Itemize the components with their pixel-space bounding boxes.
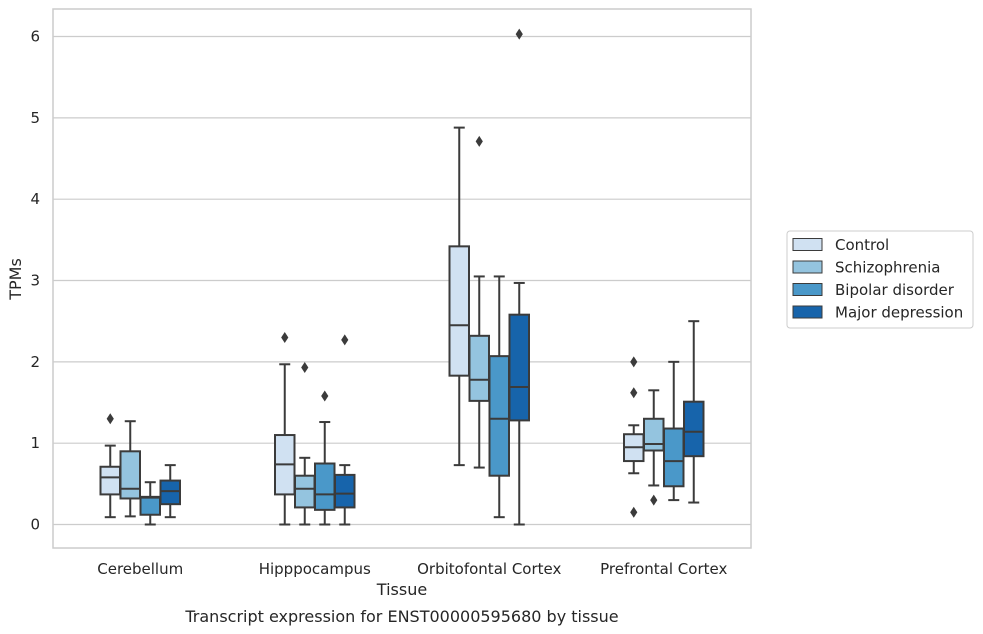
legend-frame (786, 230, 974, 329)
box-element (663, 360, 685, 502)
y-tick-label: 5 (30, 109, 40, 127)
box-element (139, 481, 161, 526)
legend: Control Schizophrenia Bipolar disorder Majo… (786, 230, 974, 329)
outlier-point (341, 334, 349, 346)
outlier-point (106, 413, 114, 425)
box-element (159, 464, 181, 519)
plot-area (52, 8, 752, 549)
legend-label: Major depression (835, 304, 963, 322)
y-tick-label: 2 (30, 353, 40, 371)
box-element (508, 28, 530, 526)
box-element (623, 356, 645, 518)
chart-caption: Transcript expression for ENST0000059568… (184, 607, 618, 626)
outlier-point (630, 506, 638, 518)
box-element (334, 334, 356, 526)
box-iqr (314, 462, 336, 511)
box-iqr (99, 465, 121, 496)
box-element (488, 275, 510, 519)
y-axis-title: TPMs (6, 258, 25, 301)
box-element (274, 331, 296, 526)
y-tick-label: 3 (30, 272, 40, 290)
x-tick-label: Cerebellum (97, 560, 183, 578)
box-element (99, 413, 121, 519)
outlier-point (301, 362, 309, 374)
box-iqr (508, 313, 530, 422)
legend-label: Schizophrenia (835, 259, 940, 277)
box-element (119, 420, 141, 518)
box-iqr (488, 355, 510, 477)
outlier-point (321, 390, 329, 402)
legend-swatch (792, 283, 823, 296)
box-element (314, 390, 336, 526)
x-tick-label: Prefrontal Cortex (600, 560, 727, 578)
gridlines (53, 35, 751, 526)
legend-label: Control (835, 236, 889, 254)
box-element (683, 320, 705, 504)
box-iqr (663, 427, 685, 488)
outlier-point (630, 387, 638, 399)
box-iqr (448, 245, 470, 377)
box-element (643, 389, 665, 506)
legend-swatch (792, 260, 823, 274)
y-tick-label: 1 (30, 434, 40, 452)
box-iqr (468, 334, 490, 402)
x-tick-label: Orbitofontal Cortex (417, 560, 561, 578)
box-iqr (683, 400, 705, 458)
y-tick-label: 4 (30, 190, 40, 208)
outlier-point (650, 494, 658, 506)
y-tick-label: 6 (30, 28, 40, 46)
box-iqr (294, 474, 316, 509)
outlier-point (630, 356, 638, 368)
x-tick-labels: Cerebellum Hipppocampus Orbitofontal Corte… (97, 560, 727, 578)
outlier-point (515, 28, 523, 40)
legend-label: Bipolar disorder (835, 281, 955, 299)
box-iqr (159, 479, 181, 506)
legend-swatch (792, 238, 823, 251)
series-major-depression (159, 28, 705, 526)
box-element (448, 126, 470, 467)
outlier-point (281, 331, 289, 343)
legend-swatch (792, 305, 823, 319)
x-tick-label: Hipppocampus (259, 560, 371, 578)
outlier-point (475, 135, 483, 147)
y-tick-labels: 0 1 2 3 4 5 6 (30, 28, 40, 534)
series-control (99, 126, 645, 526)
box-iqr (119, 450, 141, 500)
x-axis-title: Tissue (376, 580, 427, 599)
box-iqr (643, 417, 665, 452)
box-iqr (334, 473, 356, 509)
box-groups (99, 28, 705, 526)
box-element (468, 135, 490, 469)
y-tick-label: 0 (30, 516, 40, 534)
series-bipolar-disorder (139, 275, 685, 526)
box-iqr (139, 495, 161, 516)
